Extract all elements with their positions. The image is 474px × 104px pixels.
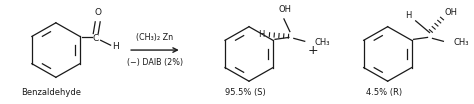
Text: OH: OH <box>278 5 292 14</box>
Text: (CH₃)₂ Zn: (CH₃)₂ Zn <box>137 33 173 42</box>
Text: Benzaldehyde: Benzaldehyde <box>21 88 81 97</box>
Text: H: H <box>112 42 119 51</box>
Text: +: + <box>308 44 319 57</box>
Text: CH₃: CH₃ <box>453 38 469 47</box>
Text: OH: OH <box>445 8 458 17</box>
Text: H: H <box>258 30 264 39</box>
Text: O: O <box>94 8 101 17</box>
Text: C: C <box>92 34 99 43</box>
Text: 4.5% (R): 4.5% (R) <box>365 88 402 97</box>
Text: 95.5% (S): 95.5% (S) <box>225 88 265 97</box>
Text: H: H <box>406 11 412 20</box>
Text: CH₃: CH₃ <box>315 38 330 47</box>
Text: (−) DAIB (2%): (−) DAIB (2%) <box>127 58 183 67</box>
